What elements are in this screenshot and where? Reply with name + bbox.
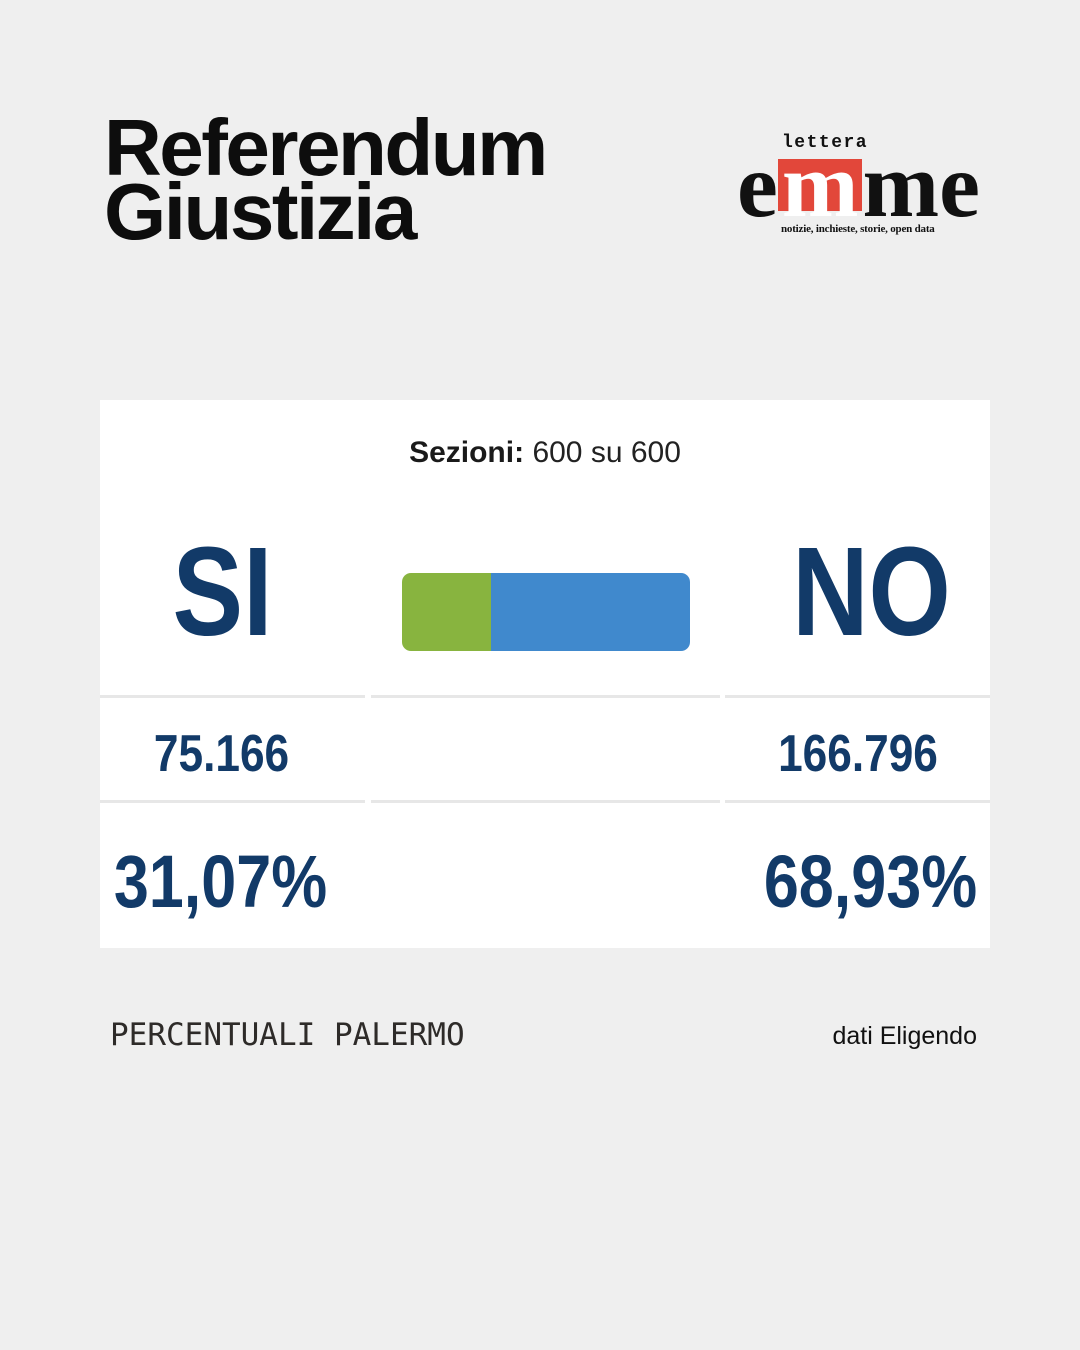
no-label: NO bbox=[792, 520, 951, 662]
si-label: SI bbox=[172, 520, 273, 662]
si-header-cell: SI bbox=[100, 400, 365, 695]
page-title-line2: Giustizia bbox=[104, 167, 417, 256]
sections-label: Sezioni: bbox=[409, 436, 525, 469]
logo-tagline: notizie, inchieste, storie, open data bbox=[781, 223, 935, 235]
sections-value: 600 su 600 bbox=[532, 436, 681, 469]
result-bar bbox=[401, 572, 690, 651]
footer-caption: PERCENTUALI PALERMO bbox=[110, 1017, 465, 1053]
no-percent-cell: 68,93% bbox=[725, 800, 990, 948]
logo-red-m-box: m bbox=[777, 139, 863, 231]
logo-letters-me: me bbox=[862, 134, 980, 236]
data-source: dati Eligendo bbox=[832, 1022, 977, 1050]
middle-votes-cell bbox=[371, 695, 720, 800]
no-votes-cell: 166.796 bbox=[725, 695, 990, 800]
results-card: Sezioni: 600 su 600 SI NO 75.166 166.796… bbox=[100, 400, 990, 948]
bar-cell bbox=[371, 400, 720, 695]
no-percent: 68,93% bbox=[763, 839, 978, 923]
si-votes: 75.166 bbox=[153, 725, 290, 783]
no-header-cell: NO bbox=[725, 400, 990, 695]
result-bar-si-segment bbox=[401, 572, 491, 651]
letteraemme-logo: lettera emme notizie, inchieste, storie,… bbox=[737, 133, 987, 235]
si-percent: 31,07% bbox=[113, 839, 328, 923]
result-bar-no-segment bbox=[490, 572, 690, 651]
page-title-line1: Referendum bbox=[104, 103, 548, 192]
page-title: Referendum Giustizia bbox=[104, 103, 548, 256]
no-votes: 166.796 bbox=[777, 725, 938, 783]
middle-percent-cell bbox=[371, 800, 720, 948]
si-percent-cell: 31,07% bbox=[100, 800, 365, 948]
logo-top-word: lettera bbox=[782, 133, 869, 153]
logo-wordmark: emme bbox=[737, 139, 987, 231]
sections-status: Sezioni: 600 su 600 bbox=[100, 438, 990, 468]
logo-letter-e: e bbox=[737, 134, 778, 236]
si-votes-cell: 75.166 bbox=[100, 695, 365, 800]
